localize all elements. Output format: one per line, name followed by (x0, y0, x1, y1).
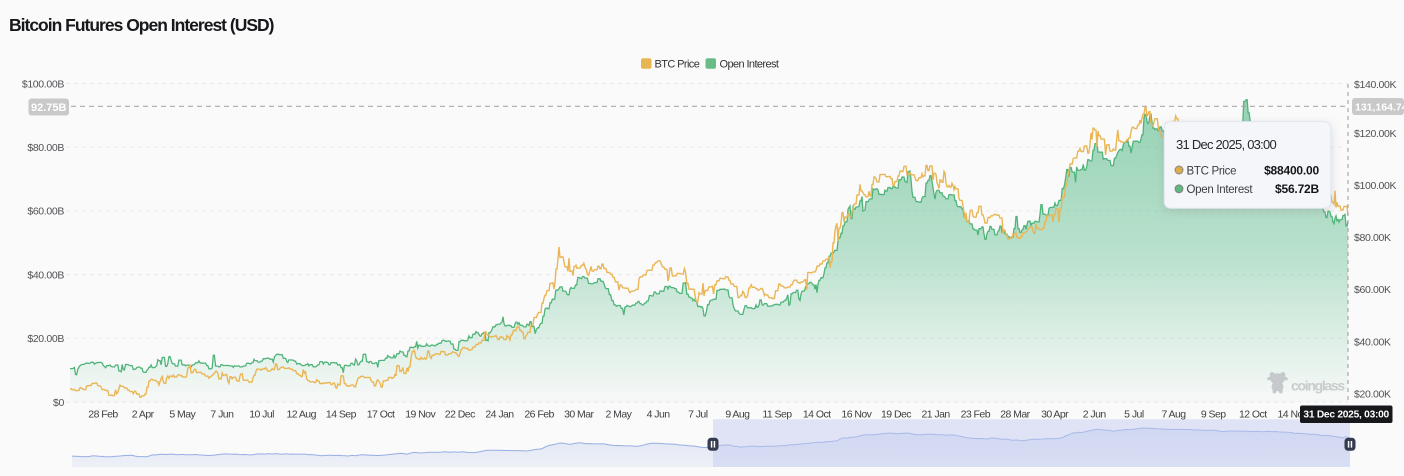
svg-text:Bitcoin Futures Open Interest: Bitcoin Futures Open Interest (USD) (9, 15, 274, 35)
svg-text:17 Oct: 17 Oct (367, 409, 395, 421)
svg-text:5 Jul: 5 Jul (1124, 409, 1144, 421)
svg-text:9 Aug: 9 Aug (725, 409, 750, 421)
svg-text:24 Jan: 24 Jan (485, 409, 514, 421)
svg-text:28 Mar: 28 Mar (1000, 409, 1030, 421)
svg-text:$56.72B: $56.72B (1275, 182, 1320, 196)
svg-text:$88400.00: $88400.00 (1264, 163, 1319, 177)
svg-text:12 Oct: 12 Oct (1239, 409, 1267, 421)
svg-text:7 Jun: 7 Jun (210, 409, 234, 421)
svg-text:2 May: 2 May (605, 409, 632, 421)
svg-text:$60.00B: $60.00B (27, 206, 64, 218)
svg-text:10 Jul: 10 Jul (249, 409, 274, 421)
svg-text:Open Interest: Open Interest (720, 59, 779, 71)
svg-text:$100.00B: $100.00B (22, 78, 65, 90)
svg-text:$120.00K: $120.00K (1354, 128, 1397, 140)
svg-text:31 Dec 2025, 03:00: 31 Dec 2025, 03:00 (1303, 410, 1389, 421)
svg-text:$20.00K: $20.00K (1354, 388, 1391, 400)
svg-text:30 Mar: 30 Mar (564, 409, 594, 421)
svg-text:5 May: 5 May (169, 409, 196, 421)
svg-text:2 Apr: 2 Apr (132, 409, 155, 421)
svg-text:$140.00K: $140.00K (1354, 79, 1397, 91)
svg-text:$100.00K: $100.00K (1354, 180, 1397, 192)
svg-text:BTC Price: BTC Price (655, 59, 700, 71)
svg-text:BTC Price: BTC Price (1187, 165, 1237, 177)
svg-text:26 Feb: 26 Feb (524, 409, 554, 421)
svg-text:$80.00K: $80.00K (1354, 232, 1391, 244)
svg-text:11 Sep: 11 Sep (762, 409, 792, 421)
svg-text:$80.00B: $80.00B (27, 142, 64, 154)
svg-text:7 Jul: 7 Jul (688, 409, 708, 421)
svg-text:14 Oct: 14 Oct (803, 409, 831, 421)
svg-text:$40.00K: $40.00K (1354, 336, 1391, 348)
svg-text:9 Sep: 9 Sep (1201, 409, 1226, 421)
svg-text:23 Feb: 23 Feb (961, 409, 991, 421)
svg-text:131,164.74: 131,164.74 (1355, 101, 1404, 113)
svg-text:coinglass: coinglass (1291, 378, 1345, 394)
svg-text:$20.00B: $20.00B (27, 333, 64, 345)
svg-text:12 Aug: 12 Aug (286, 409, 316, 421)
svg-text:16 Nov: 16 Nov (841, 409, 872, 421)
svg-text:$60.00K: $60.00K (1354, 284, 1391, 296)
svg-text:2 Jun: 2 Jun (1083, 409, 1107, 421)
svg-text:28 Feb: 28 Feb (88, 409, 118, 421)
svg-text:14 Sep: 14 Sep (326, 409, 357, 421)
svg-text:21 Jan: 21 Jan (921, 409, 950, 421)
svg-text:Open Interest: Open Interest (1187, 184, 1254, 196)
svg-text:$0: $0 (53, 397, 64, 409)
svg-text:$40.00B: $40.00B (27, 269, 64, 281)
svg-text:19 Dec: 19 Dec (881, 409, 911, 421)
svg-text:31 Dec 2025, 03:00: 31 Dec 2025, 03:00 (1176, 137, 1276, 152)
svg-text:30 Apr: 30 Apr (1041, 409, 1069, 421)
svg-text:19 Nov: 19 Nov (405, 409, 436, 421)
svg-text:22 Dec: 22 Dec (445, 409, 475, 421)
svg-text:92.75B: 92.75B (31, 102, 67, 114)
svg-text:7 Aug: 7 Aug (1161, 409, 1186, 421)
svg-text:4 Jun: 4 Jun (647, 409, 671, 421)
